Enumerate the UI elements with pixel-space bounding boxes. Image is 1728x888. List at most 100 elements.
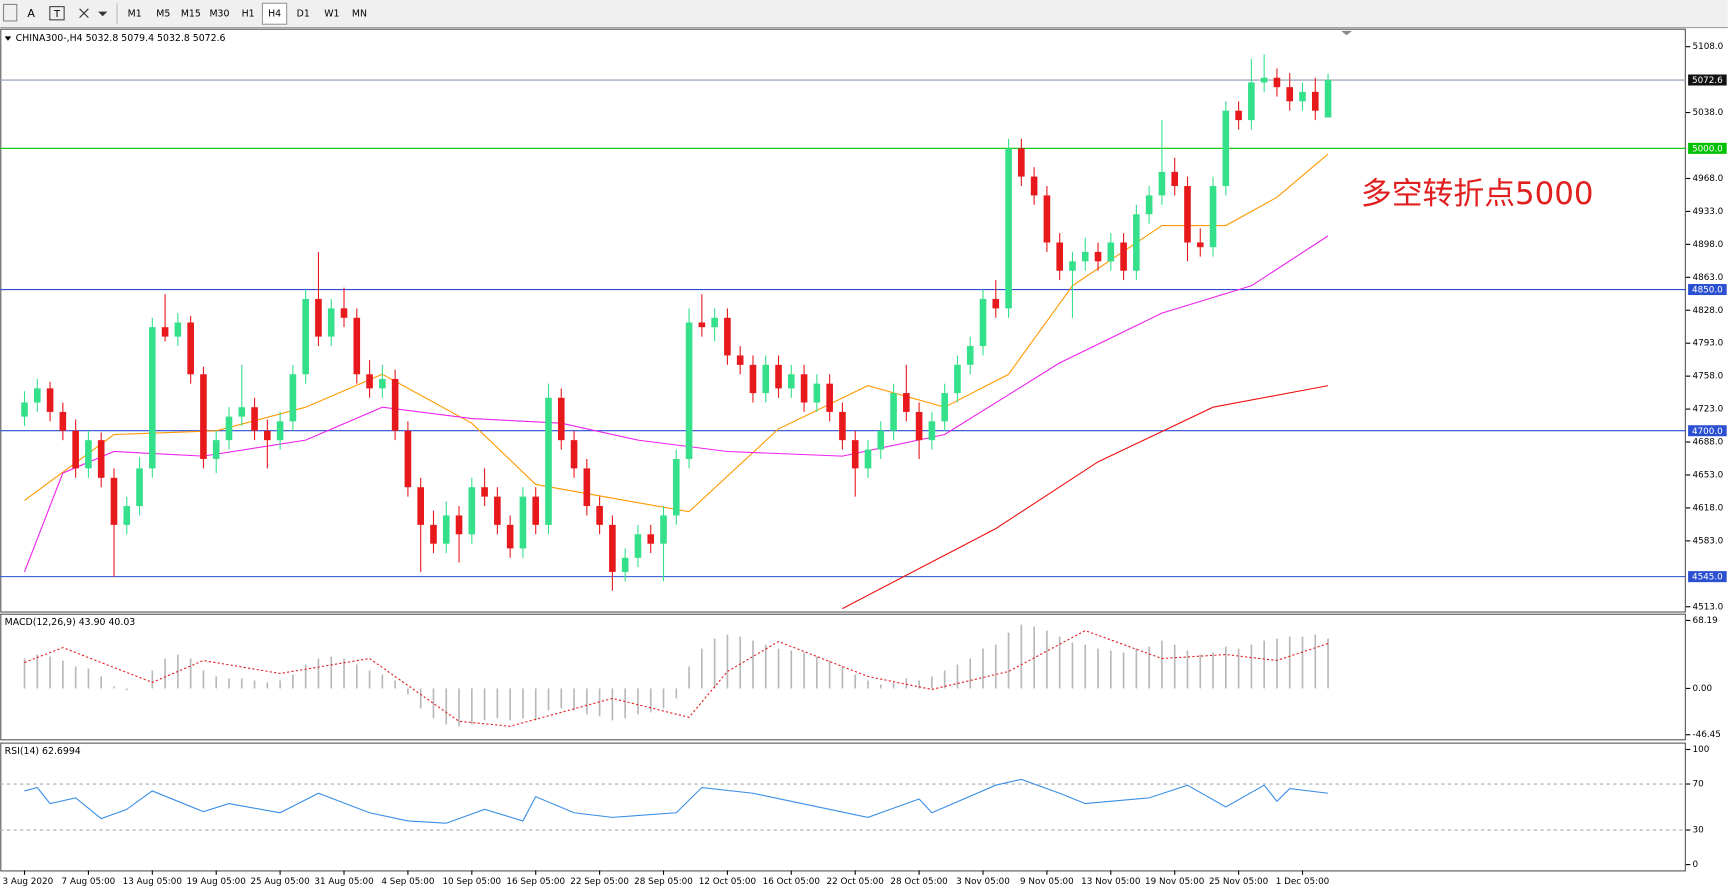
timeframe-button[interactable]: H1	[242, 8, 255, 19]
text-button[interactable]: A	[27, 7, 35, 20]
price-tag-label: 5000.0	[1692, 144, 1723, 154]
candle-body	[161, 327, 169, 337]
x-tick-label: 9 Nov 05:00	[1020, 877, 1074, 887]
candle-body	[1209, 186, 1217, 248]
candle-body	[1056, 242, 1063, 271]
candle-body	[711, 317, 718, 328]
y-tick-label: 68.19	[1693, 616, 1718, 626]
timeframe-button[interactable]: M15	[181, 8, 201, 19]
candle-body	[749, 364, 757, 394]
candle-body	[251, 407, 258, 431]
candle-body	[647, 534, 655, 544]
x-tick-label: 25 Nov 05:00	[1209, 877, 1269, 887]
timeframe-button[interactable]: MN	[352, 8, 367, 19]
candle-body	[672, 458, 680, 516]
candle-body	[59, 411, 67, 431]
price-tag-label: 5072.6	[1692, 76, 1723, 86]
candle-body	[455, 515, 463, 535]
candle-body	[634, 534, 642, 558]
candle-body	[430, 524, 437, 544]
timeframe-button[interactable]: H4	[268, 8, 281, 19]
y-tick-label: 4828.0	[1693, 306, 1724, 316]
y-tick-label: 0.00	[1693, 684, 1713, 694]
main-panel-frame	[0, 28, 1686, 613]
candle-body	[225, 416, 233, 441]
panel-title: RSI(14) 62.6994	[5, 746, 81, 757]
candle-body	[1081, 251, 1089, 262]
objects-icon[interactable]	[79, 8, 108, 19]
candle-body	[391, 378, 399, 431]
candle-body	[775, 364, 782, 389]
candle-body	[596, 506, 603, 525]
candle-body	[724, 317, 731, 356]
macd-panel-frame	[0, 613, 1686, 741]
price-tag-label: 4850.0	[1692, 286, 1723, 296]
x-tick-label: 3 Aug 2020	[2, 877, 53, 887]
y-tick-label: 4758.0	[1693, 372, 1724, 382]
text-tool-icon[interactable]	[49, 6, 65, 21]
candle-body	[660, 515, 667, 544]
candle-body	[1107, 242, 1115, 262]
x-tick-label: 31 Aug 05:00	[314, 877, 374, 887]
toolbar	[0, 0, 1728, 28]
y-tick-label: 4968.0	[1693, 174, 1724, 184]
y-tick-label: 30	[1693, 826, 1705, 836]
x-tick-label: 4 Sep 05:00	[381, 877, 435, 887]
candle-body	[813, 383, 821, 403]
candle-body	[302, 298, 309, 375]
active-timeframe	[261, 2, 288, 25]
tool-icon[interactable]	[2, 3, 18, 22]
candle-body	[839, 411, 846, 441]
candle-body	[609, 524, 616, 572]
candle-body	[494, 496, 501, 525]
candle-body	[1133, 214, 1140, 271]
candle-body	[1299, 91, 1306, 102]
candle-body	[1158, 171, 1166, 196]
candle-body	[136, 468, 143, 507]
candle-body	[442, 515, 450, 544]
timeframe-button[interactable]: M30	[209, 8, 229, 19]
y-tick-label: 4688.0	[1693, 438, 1724, 448]
candle-body	[353, 317, 361, 375]
candle-body	[557, 397, 565, 441]
candle-body	[187, 322, 194, 375]
candle-body	[1248, 82, 1255, 121]
y-tick-label: 4898.0	[1693, 240, 1724, 250]
candle-body	[468, 487, 476, 535]
candle-body	[698, 322, 706, 328]
candle-body	[1324, 80, 1332, 118]
x-tick-label: 19 Nov 05:00	[1145, 877, 1205, 887]
candle-body	[992, 298, 1000, 309]
candle-body	[762, 364, 770, 394]
x-tick-label: 28 Oct 05:00	[890, 877, 948, 887]
price-tag	[1688, 425, 1727, 437]
y-tick-label: 4793.0	[1693, 339, 1724, 349]
candle-body	[33, 388, 41, 403]
timeframe-button[interactable]: M5	[156, 8, 170, 19]
candle-body	[417, 487, 424, 525]
candle-body	[941, 393, 948, 422]
timeframe-button[interactable]: M1	[128, 8, 142, 19]
candle-body	[85, 440, 92, 469]
candle-body	[583, 468, 591, 507]
timeframe-button[interactable]: D1	[297, 8, 310, 19]
indicator-line	[24, 630, 1329, 727]
price-tag	[1688, 284, 1727, 296]
candle-body	[1311, 91, 1319, 111]
candle-body	[1094, 251, 1102, 262]
rsi-panel-frame	[0, 742, 1686, 872]
candle-body	[46, 388, 54, 412]
candle-body	[289, 374, 297, 422]
candle-body	[1260, 77, 1268, 83]
candle-body	[890, 393, 897, 431]
price-tag	[1688, 74, 1727, 86]
timeframe-button[interactable]: W1	[324, 8, 339, 19]
candle-body	[110, 477, 118, 525]
candle-body	[97, 440, 105, 478]
y-tick-label: 5038.0	[1693, 108, 1724, 118]
candle-body	[954, 364, 961, 394]
candle-body	[788, 374, 795, 389]
candle-body	[1171, 171, 1179, 187]
